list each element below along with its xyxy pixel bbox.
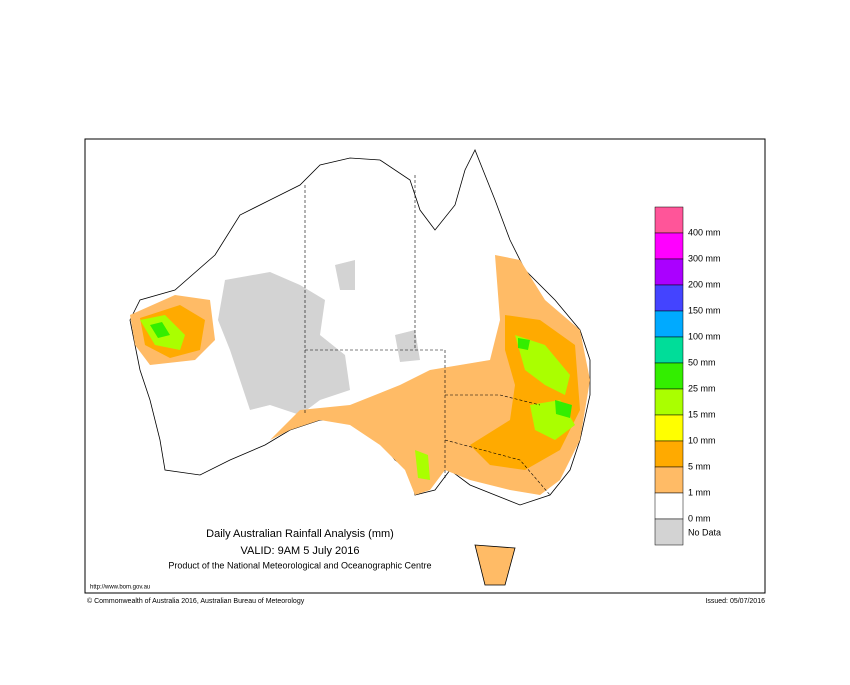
legend-label: No Data — [688, 527, 721, 537]
legend-swatch — [654, 518, 684, 546]
rain-1mm — [475, 545, 515, 585]
map-title: Daily Australian Rainfall Analysis (mm) — [206, 528, 394, 540]
no-data-area — [335, 260, 420, 362]
valid-time: VALID: 9AM 5 July 2016 — [240, 545, 359, 557]
legend-swatch — [654, 336, 684, 364]
tasmania — [474, 544, 516, 586]
rain-15mm — [140, 315, 430, 480]
legend-swatch — [654, 284, 684, 312]
legend-label: 10 mm — [688, 435, 716, 445]
legend-swatch — [654, 362, 684, 390]
legend-label: 200 mm — [688, 279, 721, 289]
legend-swatch — [654, 232, 684, 260]
legend-label: 5 mm — [688, 461, 711, 471]
legend-swatch — [654, 310, 684, 338]
legend: 400 mm 300 mm 200 mm 150 mm 100 mm 50 mm 25 mm… — [654, 206, 721, 546]
no-data-area — [218, 272, 350, 415]
legend-label: 25 mm — [688, 383, 716, 393]
legend-label: 100 mm — [688, 331, 721, 341]
product-note: Product of the National Meteorological a… — [168, 560, 431, 570]
legend-label: 1 mm — [688, 487, 711, 497]
legend-label: 15 mm — [688, 409, 716, 419]
legend-swatch — [654, 492, 684, 520]
copyright: © Commonwealth of Australia 2016, Austra… — [87, 597, 305, 605]
legend-label: 300 mm — [688, 253, 721, 263]
map — [129, 149, 591, 586]
issued-date: Issued: 05/07/2016 — [705, 598, 765, 605]
legend-label: 400 mm — [688, 227, 721, 237]
legend-swatch — [654, 258, 684, 286]
url: http://www.bom.gov.au — [90, 585, 150, 591]
legend-label: 50 mm — [688, 357, 716, 367]
legend-label: 0 mm — [688, 513, 711, 523]
state-borders — [304, 175, 551, 496]
legend-label: 150 mm — [688, 305, 721, 315]
legend-swatch — [654, 466, 684, 494]
legend-swatch — [654, 414, 684, 442]
legend-swatch — [654, 206, 684, 234]
legend-swatch — [654, 388, 684, 416]
legend-swatch — [654, 440, 684, 468]
